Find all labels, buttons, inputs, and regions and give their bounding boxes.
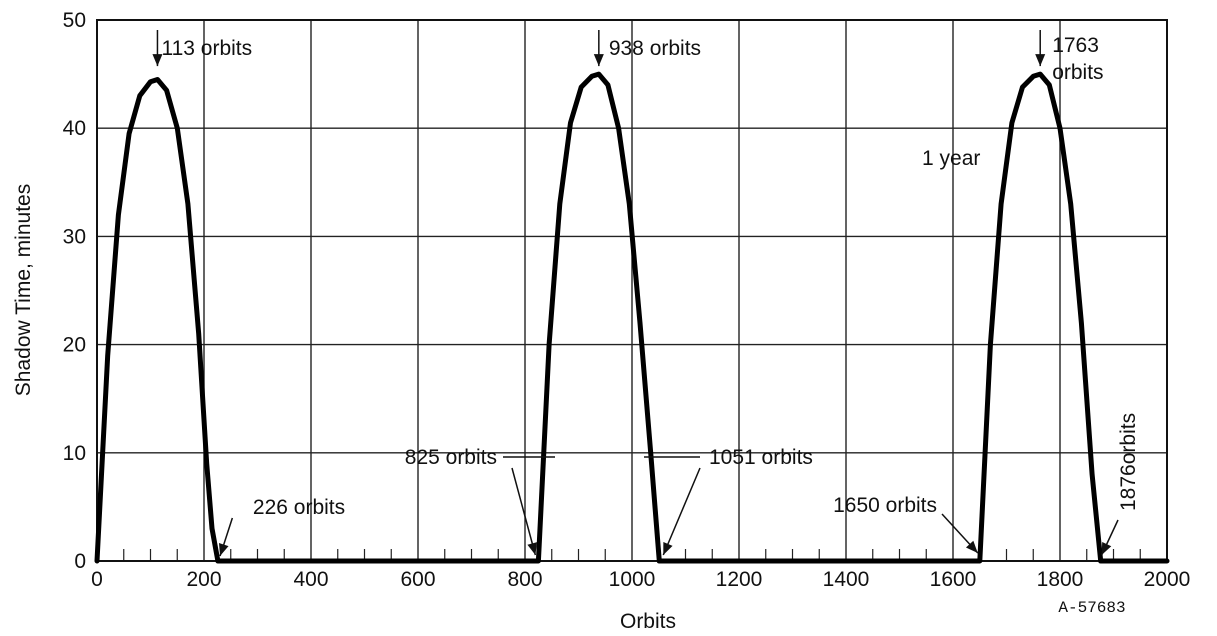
y-tick-label: 30	[63, 225, 86, 248]
x-axis-ticks: 0 200 400 600 800 1000 1200 1400 1600 1800 2000	[91, 568, 1190, 591]
annotation-1763-orbits: orbits	[1052, 61, 1103, 84]
peak-arrow-113-head	[152, 54, 163, 67]
x-tick-label: 800	[507, 568, 542, 591]
figure-id: A-57683	[1058, 599, 1125, 617]
y-tick-label: 40	[63, 117, 86, 140]
x-tick-label: 1400	[823, 568, 870, 591]
x-tick-label: 600	[400, 568, 435, 591]
y-axis-label: Shadow Time, minutes	[12, 184, 35, 396]
plot-frame	[96, 19, 1168, 562]
x-tick-label: 0	[91, 568, 103, 591]
x-tick-label: 1000	[609, 568, 656, 591]
x-tick-label: 400	[293, 568, 328, 591]
x-tick-label: 2000	[1144, 568, 1191, 591]
annotation-226-orbits: 226 orbits	[253, 496, 345, 519]
peak-arrow-938-head	[593, 54, 604, 67]
x-tick-label: 1200	[716, 568, 763, 591]
series-layer	[94, 71, 1170, 564]
x-tick-label: 200	[186, 568, 221, 591]
arrow-226-head	[218, 543, 229, 556]
y-tick-label: 0	[74, 550, 86, 573]
annotation-825-orbits: 825 orbits	[405, 446, 497, 469]
arrow-1051-head	[663, 542, 673, 555]
grid	[97, 20, 1167, 561]
annotation-1650-orbits: 1650 orbits	[833, 494, 937, 517]
arrow-1051	[662, 467, 701, 556]
annotation-1051-orbits: 1051 orbits	[709, 446, 813, 469]
annotation-1876-orbits: 1876orbits	[1117, 413, 1140, 511]
y-tick-label: 10	[63, 442, 86, 465]
annotations-layer: 113 orbits 938 orbits 1763 orbits 226 orbits…	[152, 30, 1140, 557]
annotation-938-orbits: 938 orbits	[609, 37, 701, 60]
x-axis-label: Orbits	[620, 610, 676, 633]
y-tick-label: 50	[63, 9, 86, 32]
arrow-1650-head	[965, 540, 978, 553]
plot-border	[96, 19, 1168, 562]
arrow-1876-head	[1101, 542, 1112, 555]
y-tick-label: 20	[63, 334, 86, 357]
annotation-1763: 1763	[1052, 34, 1099, 57]
x-tick-label: 1800	[1037, 568, 1084, 591]
arrow-825-head	[527, 542, 538, 555]
annotation-1-year: 1 year	[922, 147, 980, 170]
x-tick-label: 1600	[930, 568, 977, 591]
arrow-825	[511, 467, 537, 556]
y-axis-ticks: 0 10 20 30 40 50	[63, 9, 86, 573]
annotation-113-orbits: 113 orbits	[161, 37, 252, 60]
peak-arrow-1763-head	[1035, 54, 1046, 67]
